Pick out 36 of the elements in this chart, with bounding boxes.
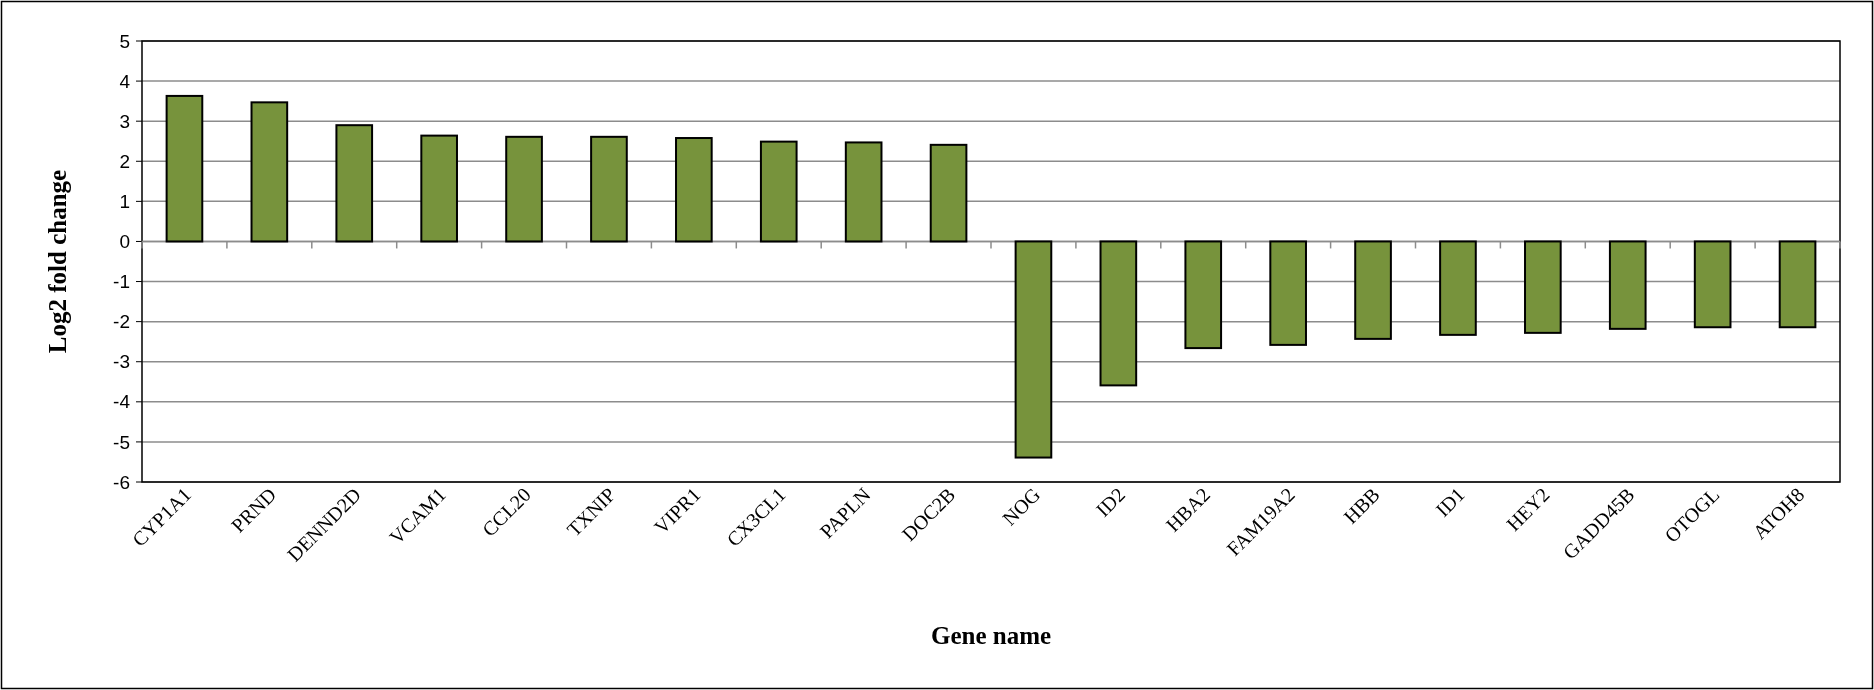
y-tick-label: -4 <box>113 391 131 413</box>
y-tick-label: -1 <box>113 271 130 293</box>
y-tick-label: 1 <box>119 191 130 213</box>
y-tick-label: -2 <box>113 311 130 333</box>
bar <box>1014 240 1053 459</box>
y-tick-label: -5 <box>113 431 130 453</box>
bar <box>590 135 628 243</box>
bar <box>1608 240 1647 330</box>
bar <box>844 141 883 243</box>
bar <box>1269 240 1307 346</box>
bar <box>1524 240 1562 334</box>
bar <box>1439 240 1477 336</box>
bar <box>1099 240 1138 387</box>
y-tick-label: -6 <box>113 471 130 493</box>
y-tick-label: 0 <box>119 231 130 253</box>
bar <box>1354 240 1392 340</box>
bar <box>335 124 374 243</box>
x-tick-label: ID2 <box>1091 483 1130 521</box>
bar <box>675 137 713 243</box>
bar <box>1693 240 1732 329</box>
y-axis-title: Log2 fold change <box>44 169 71 354</box>
bar <box>420 134 458 243</box>
bar <box>1778 240 1817 329</box>
bar <box>505 135 543 243</box>
x-axis-title: Gene name <box>930 622 1052 649</box>
bar <box>165 94 204 243</box>
y-tick-label: 2 <box>119 150 130 172</box>
y-tick-label: 5 <box>119 30 130 52</box>
y-tick-label: 4 <box>119 70 131 92</box>
y-tick-label: 3 <box>119 110 130 132</box>
bar <box>929 143 968 243</box>
y-tick-label: -3 <box>113 351 130 373</box>
bar <box>250 101 289 243</box>
bar <box>759 140 798 243</box>
bar <box>1184 240 1223 350</box>
x-tick-label: ID1 <box>1431 483 1469 521</box>
